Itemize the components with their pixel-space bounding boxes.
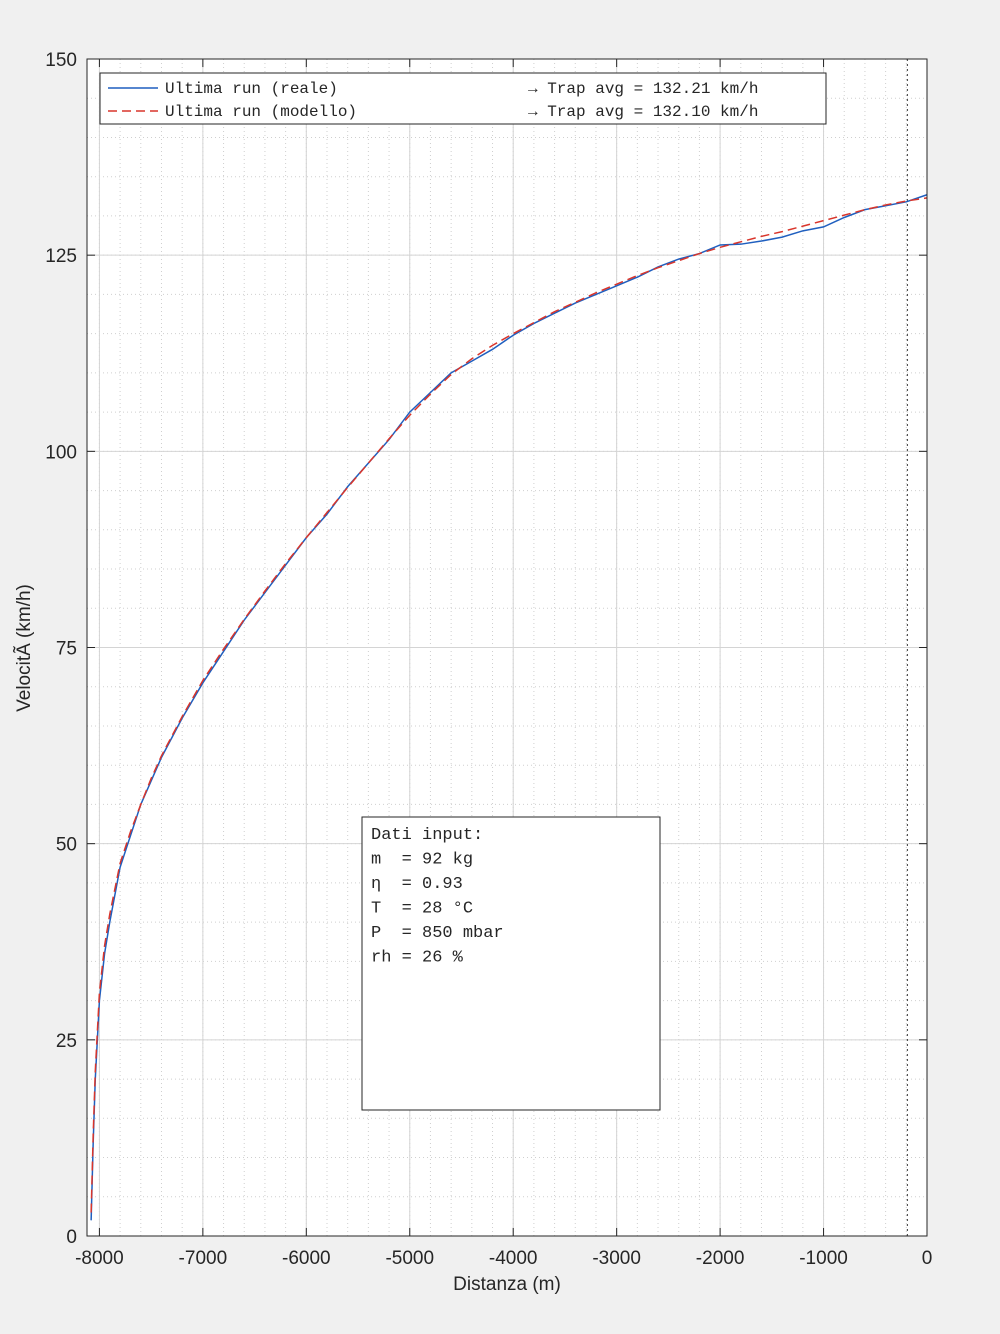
x-tick-label: 0 (922, 1248, 933, 1269)
y-tick-label: 25 (56, 1031, 77, 1052)
x-tick-label: -2000 (696, 1248, 745, 1269)
x-tick-label: -4000 (489, 1248, 538, 1269)
annotation-line: η = 0.93 (371, 875, 463, 894)
x-tick-label: -7000 (179, 1248, 228, 1269)
annotation-line: m = 92 kg (371, 851, 473, 870)
y-axis-label: VelocitÃ (km/h) (13, 584, 35, 712)
annotation: Dati input: m = 92 kg η = 0.93 T = 28 °C P =… (361, 816, 661, 1111)
legend-label: Ultima run (modello) (165, 103, 357, 121)
y-tick-label: 50 (56, 835, 77, 856)
annotation-line: Dati input: (371, 826, 483, 845)
x-tick-label: -6000 (282, 1248, 331, 1269)
y-tick-label: 150 (45, 50, 77, 71)
legend-note: → Trap avg = 132.21 km/h (528, 80, 758, 98)
x-tick-label: -1000 (799, 1248, 848, 1269)
ticks: -8000 -7000 -6000 -5000 -4000 -3000 -2000 -1000… (45, 50, 932, 1269)
legend-box (99, 72, 827, 125)
legend-note: → Trap avg = 132.10 km/h (528, 103, 758, 121)
y-tick-label: 75 (56, 639, 77, 660)
x-tick-label: -5000 (385, 1248, 434, 1269)
annotation-line: rh = 26 % (371, 949, 464, 968)
x-tick-label: -8000 (75, 1248, 124, 1269)
series-line (90, 197, 928, 1213)
y-tick-label: 100 (45, 442, 77, 463)
x-tick-label: -3000 (592, 1248, 641, 1269)
y-tick-label: 125 (45, 246, 77, 267)
lines (90, 59, 928, 1236)
annotation-line: P = 850 mbar (371, 924, 504, 943)
annotation-line: T = 28 °C (371, 900, 473, 919)
y-tick-label: 0 (66, 1227, 77, 1248)
x-axis-label: Distanza (m) (453, 1274, 561, 1295)
legend-label: Ultima run (reale) (165, 80, 338, 98)
legend: Ultima run (reale) → Trap avg = 132.21 km… (99, 72, 827, 125)
annotation-box (361, 816, 661, 1111)
